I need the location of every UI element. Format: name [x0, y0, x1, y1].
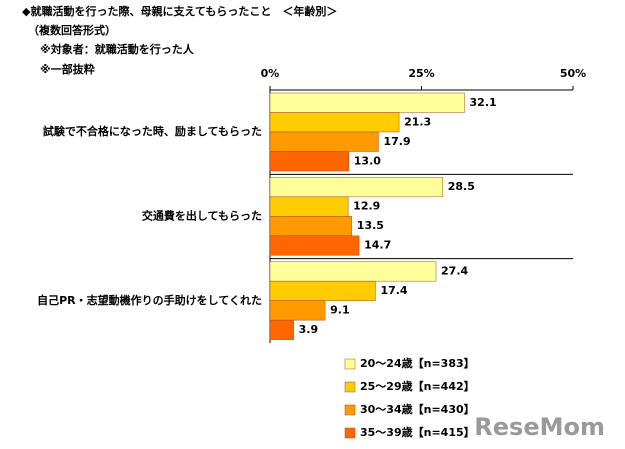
- watermark: ReseMom: [474, 413, 605, 441]
- value-label: 21.3: [404, 115, 431, 128]
- value-label: 9.1: [330, 303, 350, 316]
- value-label: 12.9: [353, 200, 380, 213]
- category-label: 自己PR・志望動機作りの手助けをしてくれた: [37, 293, 262, 307]
- bar: [269, 319, 294, 340]
- legend-label: 25～29歳【n=442】: [360, 379, 475, 393]
- bar: [269, 112, 400, 133]
- value-label: 14.7: [364, 239, 391, 252]
- value-label: 32.1: [470, 96, 497, 109]
- value-label: 17.4: [380, 284, 407, 297]
- legend-swatch: [344, 427, 356, 439]
- value-label: 13.5: [357, 219, 384, 232]
- bar: [269, 235, 360, 256]
- category-label: 交通費を出してもらった: [142, 209, 262, 223]
- x-tick-label: 25%: [408, 67, 434, 80]
- note: ※一部抜粋: [40, 62, 95, 76]
- bar: [269, 280, 376, 301]
- legend-label: 30～34歳【n=430】: [360, 402, 475, 416]
- bar: [269, 131, 379, 152]
- chart-title: ◆就職活動を行った際、母親に支えてもらったこと ＜年齢別＞: [22, 4, 337, 18]
- bar: [269, 92, 465, 113]
- bar: [269, 196, 349, 217]
- legend-swatch: [344, 381, 356, 393]
- chart-subtitle: （複数回答形式）: [28, 23, 116, 37]
- legend-label: 20～24歳【n=383】: [360, 356, 475, 370]
- category-label: 試験で不合格になった時、励ましてもらった: [43, 124, 262, 138]
- x-tick-label: 50%: [560, 67, 586, 80]
- bar: [269, 300, 326, 321]
- x-tick-label: 0%: [261, 67, 280, 80]
- value-label: 28.5: [448, 180, 475, 193]
- note: ※対象者：就職活動を行った人: [40, 42, 195, 56]
- legend-swatch: [344, 404, 356, 416]
- bar: [269, 151, 350, 172]
- bar: [269, 261, 437, 282]
- value-label: 3.9: [299, 323, 319, 336]
- value-label: 27.4: [441, 264, 468, 277]
- value-label: 13.0: [354, 154, 381, 167]
- bar: [269, 216, 353, 237]
- value-label: 17.9: [383, 135, 410, 148]
- legend-swatch: [344, 358, 356, 370]
- bar: [269, 177, 443, 198]
- legend-label: 35～39歳【n=415】: [360, 425, 475, 439]
